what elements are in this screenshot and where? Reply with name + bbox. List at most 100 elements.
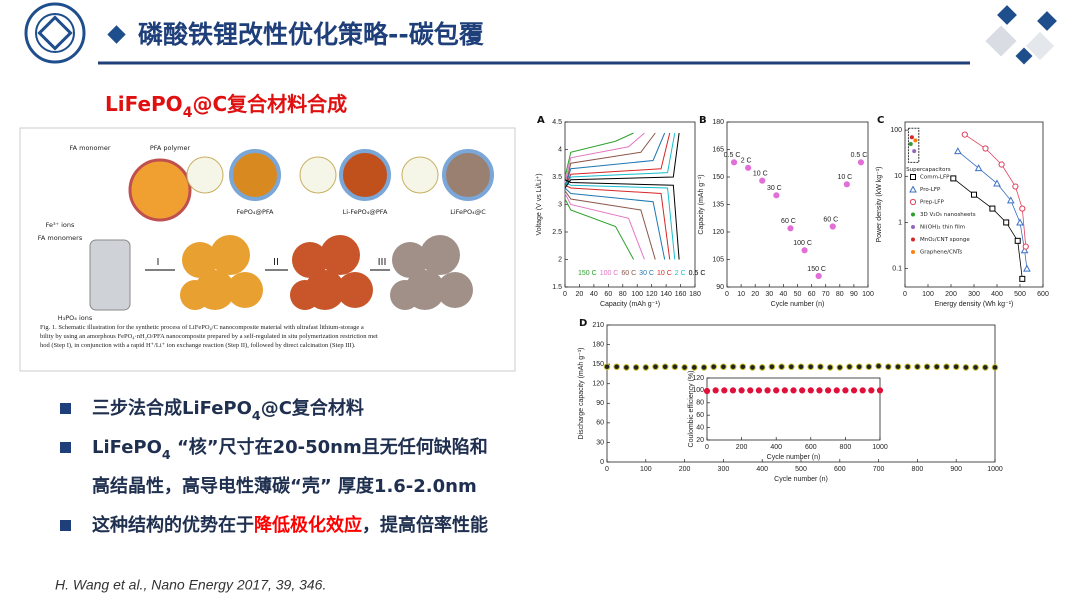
y-axis-title: Voltage (V vs Li/Li⁺) bbox=[536, 173, 543, 235]
point bbox=[850, 387, 858, 394]
x-tick-label: 300 bbox=[718, 466, 730, 473]
figure-label: III bbox=[378, 257, 387, 268]
y-tick-label: 3 bbox=[558, 201, 562, 208]
y-tick-label: 165 bbox=[712, 146, 724, 153]
y-tick-label: 40 bbox=[696, 424, 704, 431]
x-tick-label: 0 bbox=[725, 291, 729, 298]
point bbox=[962, 364, 970, 371]
subscript: 4 bbox=[252, 408, 261, 423]
point bbox=[1022, 243, 1029, 250]
y-axis-title: Coulombic efficiency (%) bbox=[688, 371, 695, 448]
legend-entry: 60 C bbox=[621, 270, 636, 277]
point bbox=[671, 363, 679, 371]
charge-curve bbox=[564, 132, 634, 178]
charge-curve bbox=[564, 132, 656, 189]
point bbox=[807, 387, 814, 394]
point bbox=[859, 387, 866, 394]
point bbox=[758, 364, 766, 371]
point bbox=[909, 135, 914, 140]
point bbox=[855, 363, 863, 371]
point bbox=[745, 164, 752, 171]
legend-entry: 0.5 C bbox=[689, 270, 706, 277]
text-segment: “核”尺寸在20-50nm且无任何缺陷和 bbox=[171, 436, 488, 458]
x-tick-label: 1000 bbox=[872, 444, 888, 451]
point-label: 2 C bbox=[741, 158, 752, 165]
legend-entry: 100 C bbox=[600, 270, 619, 277]
plot-frame bbox=[726, 121, 869, 288]
point bbox=[815, 272, 822, 280]
charge-curve bbox=[564, 132, 676, 189]
point-label: 150 C bbox=[807, 266, 826, 273]
x-tick-label: 20 bbox=[576, 291, 584, 298]
point bbox=[623, 364, 630, 371]
point bbox=[749, 364, 756, 371]
y-axis-title: Power density (kW kg⁻¹) bbox=[876, 166, 883, 242]
charge-curve bbox=[564, 132, 645, 183]
caption-line: Fig. 1. Schematic illustration for the s… bbox=[40, 324, 364, 331]
x-tick-label: 500 bbox=[795, 466, 807, 473]
y-tick-label: 100 bbox=[692, 387, 704, 394]
point bbox=[1003, 219, 1010, 226]
legend-entry: Pro-LFP bbox=[920, 187, 941, 193]
series-line bbox=[953, 178, 1023, 279]
lifepo4-c-sphere bbox=[442, 149, 494, 201]
panel-letter: B bbox=[699, 115, 707, 126]
point bbox=[738, 387, 745, 394]
x-tick-label: 20 bbox=[751, 291, 759, 298]
point bbox=[982, 364, 989, 371]
point bbox=[954, 147, 962, 155]
y-tick-label: 4.5 bbox=[552, 119, 562, 126]
fepo4-pfa-icon bbox=[186, 156, 224, 194]
x-tick-label: 200 bbox=[736, 444, 748, 451]
point bbox=[703, 387, 711, 395]
point bbox=[681, 364, 688, 371]
point bbox=[952, 363, 960, 371]
x-tick-label: 300 bbox=[968, 291, 980, 298]
point bbox=[712, 387, 719, 394]
plot-frame bbox=[706, 377, 881, 441]
figure-label: II bbox=[273, 257, 279, 268]
legend-entry: Graphene/CNTs bbox=[920, 250, 962, 256]
x-tick-label: 80 bbox=[836, 291, 844, 298]
x-tick-label: 0 bbox=[705, 444, 709, 451]
x-tick-label: 500 bbox=[1014, 291, 1026, 298]
x-axis-title: Cycle number (n) bbox=[767, 454, 821, 461]
point bbox=[773, 192, 780, 199]
plot-frame bbox=[564, 121, 696, 288]
point bbox=[910, 174, 916, 180]
series-line bbox=[964, 134, 1027, 247]
y-tick-label: 210 bbox=[592, 322, 604, 329]
li-fepo4-sphere bbox=[339, 149, 391, 201]
bullet-marker bbox=[60, 442, 71, 453]
y-tick-label: 60 bbox=[696, 412, 704, 419]
x-tick-label: 200 bbox=[679, 466, 691, 473]
subscript: 4 bbox=[183, 105, 193, 121]
point bbox=[989, 205, 996, 212]
point-label: 10 C bbox=[753, 171, 768, 178]
y-tick-label: 30 bbox=[596, 439, 604, 446]
y-tick-label: 120 bbox=[592, 381, 604, 388]
figure-label: FA monomers bbox=[38, 234, 83, 242]
point-label: 100 C bbox=[793, 240, 812, 247]
citation: H. Wang et al., Nano Energy 2017, 39, 34… bbox=[55, 577, 326, 593]
legend-entry: 10 C bbox=[657, 270, 672, 277]
point bbox=[912, 149, 917, 154]
annotation: Supercapacitors bbox=[906, 167, 951, 173]
text-segment: 这种结构的优势在于 bbox=[92, 514, 254, 536]
x-tick-label: 10 bbox=[737, 291, 745, 298]
subtitle: LiFePO4@C复合材料合成 bbox=[105, 92, 347, 122]
point bbox=[971, 191, 977, 198]
point bbox=[801, 247, 808, 254]
point bbox=[773, 387, 780, 394]
x-tick-label: 140 bbox=[660, 291, 672, 298]
x-tick-label: 160 bbox=[675, 291, 687, 298]
text-segment: 降低极化效应 bbox=[254, 514, 362, 536]
x-tick-label: 100 bbox=[862, 291, 874, 298]
point-label: 30 C bbox=[767, 185, 782, 192]
x-tick-label: 0 bbox=[605, 466, 609, 473]
x-tick-label: 800 bbox=[912, 466, 924, 473]
point bbox=[1019, 205, 1026, 212]
point bbox=[826, 364, 834, 371]
point bbox=[1016, 218, 1024, 226]
